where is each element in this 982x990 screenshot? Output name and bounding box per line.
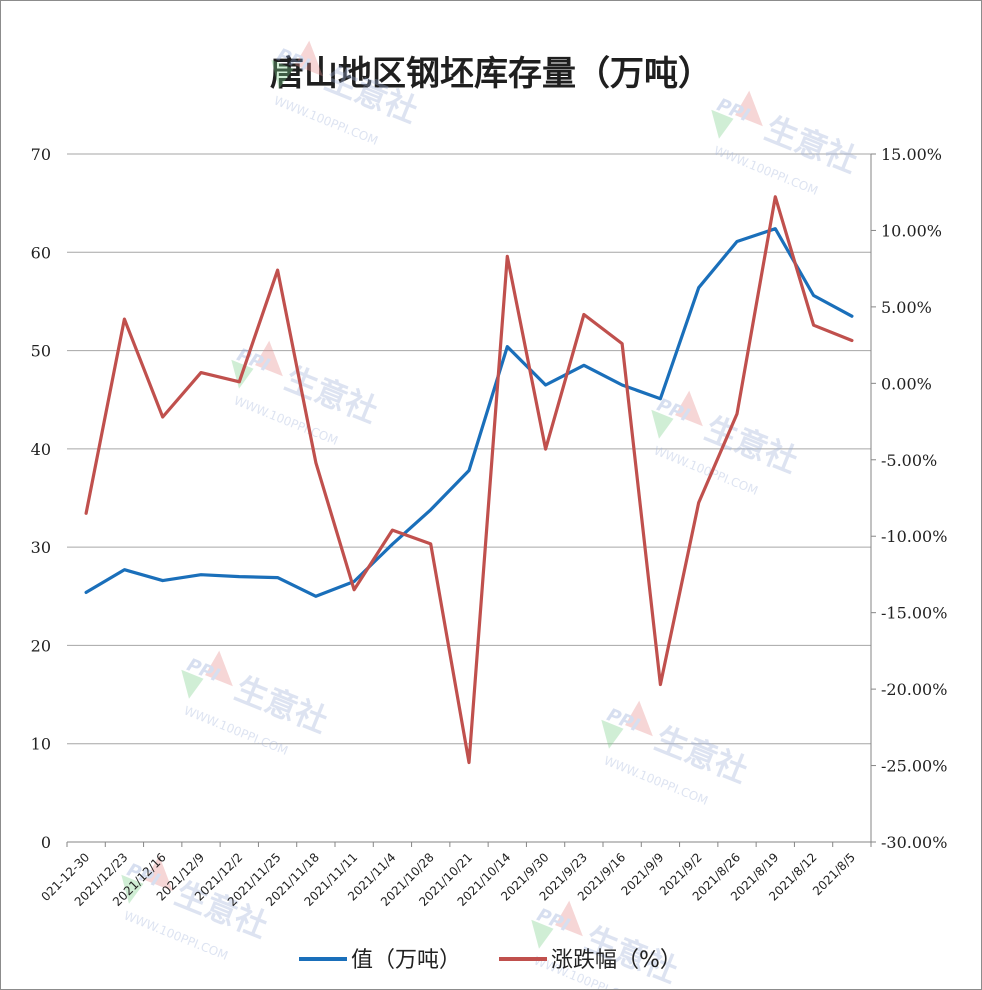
y-left-tick-label: 40 bbox=[31, 440, 51, 459]
y-left-tick-label: 10 bbox=[31, 735, 51, 754]
chart-title: 唐山地区钢坯库存量（万吨） bbox=[270, 54, 712, 94]
watermark-logo-green bbox=[181, 669, 204, 699]
y-axis-right: -30.00% -25.00% -20.00% -15.00% -10.00% -5.00… bbox=[881, 145, 947, 852]
watermark-logo-green bbox=[531, 919, 554, 949]
watermark-logo-red bbox=[255, 340, 283, 377]
grid-lines bbox=[67, 153, 871, 843]
legend-label-value: 值（万吨） bbox=[351, 948, 461, 973]
watermark-logo-red bbox=[555, 900, 583, 937]
watermark-logo-red bbox=[205, 650, 233, 687]
y-left-tick-label: 60 bbox=[31, 243, 51, 262]
y-right-tick-label: 0.00% bbox=[881, 374, 932, 393]
watermark-logo-red bbox=[295, 40, 323, 77]
watermark-logo-green bbox=[271, 59, 294, 89]
x-tick-label: 2021/8/5 bbox=[810, 850, 858, 898]
y-right-tick-label: 15.00% bbox=[881, 145, 942, 164]
y-right-tick-label: -30.00% bbox=[881, 833, 947, 852]
y-left-tick-label: 0 bbox=[41, 833, 51, 852]
y-right-tick-label: -10.00% bbox=[881, 527, 947, 546]
y-right-tick-label: -5.00% bbox=[881, 451, 937, 470]
legend-label-change: 涨跌幅（%） bbox=[551, 948, 682, 973]
series-line-value bbox=[84, 227, 854, 598]
series-group bbox=[84, 195, 854, 765]
y-right-tick-label: 5.00% bbox=[881, 298, 932, 317]
watermark-logo-red bbox=[735, 90, 763, 127]
watermark-logo-green bbox=[601, 719, 624, 749]
watermark-logo-red bbox=[675, 390, 703, 427]
y-left-tick-label: 50 bbox=[31, 342, 51, 361]
y-left-tick-label: 20 bbox=[31, 636, 51, 655]
y-left-tick-label: 30 bbox=[31, 538, 51, 557]
series-line-change bbox=[84, 195, 854, 765]
watermark-logo-green bbox=[651, 409, 674, 439]
y-right-tick-label: -25.00% bbox=[881, 757, 947, 776]
y-right-tick-label: -15.00% bbox=[881, 604, 947, 623]
axes bbox=[66, 153, 876, 847]
watermark-logo-green bbox=[711, 109, 734, 139]
watermark-logo-red bbox=[625, 700, 653, 737]
y-axis-left: 0 10 20 30 40 50 60 70 bbox=[31, 145, 51, 852]
y-right-tick-label: -20.00% bbox=[881, 680, 947, 699]
y-left-tick-label: 70 bbox=[31, 145, 51, 164]
watermark-logo-red bbox=[145, 855, 173, 892]
legend: 值（万吨） 涨跌幅（%） bbox=[299, 948, 682, 973]
watermark-logo-green bbox=[121, 874, 144, 904]
y-right-tick-label: 10.00% bbox=[881, 221, 942, 240]
